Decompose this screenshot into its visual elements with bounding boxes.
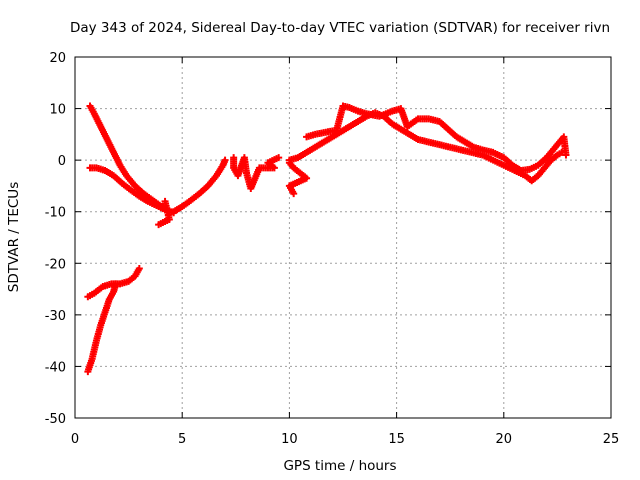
- x-tick-label: 10: [281, 432, 298, 447]
- y-axis-label: SDTVAR / TECUs: [6, 182, 22, 292]
- x-tick-label: 25: [603, 432, 620, 447]
- y-tick-label: 0: [58, 154, 66, 169]
- y-tick-label: 10: [49, 103, 66, 118]
- series-arc-b: [87, 164, 171, 214]
- chart-title: Day 343 of 2024, Sidereal Day-to-day VTE…: [70, 20, 610, 36]
- x-tick-labels: 0 5 10 15 20 25: [71, 432, 619, 447]
- data-points: [84, 102, 569, 375]
- x-tick-label: 15: [388, 432, 405, 447]
- y-tick-label: -30: [45, 309, 66, 324]
- series-arc-j: [303, 102, 569, 173]
- y-tick-label: -10: [45, 206, 66, 221]
- y-tick-label: 20: [49, 51, 66, 66]
- x-axis-label: GPS time / hours: [283, 458, 396, 474]
- sdtvar-chart: Day 343 of 2024, Sidereal Day-to-day VTE…: [0, 0, 640, 480]
- series-arc-c: [170, 157, 228, 216]
- series-arc-a: [87, 102, 178, 216]
- x-tick-label: 0: [71, 432, 79, 447]
- y-tick-label: -50: [45, 412, 66, 427]
- x-tick-label: 5: [178, 432, 186, 447]
- x-tick-label: 20: [496, 432, 513, 447]
- y-tick-label: -40: [45, 360, 66, 375]
- y-tick-label: -20: [45, 257, 66, 272]
- y-tick-labels: -50 -40 -30 -20 -10 0 10 20: [45, 51, 66, 427]
